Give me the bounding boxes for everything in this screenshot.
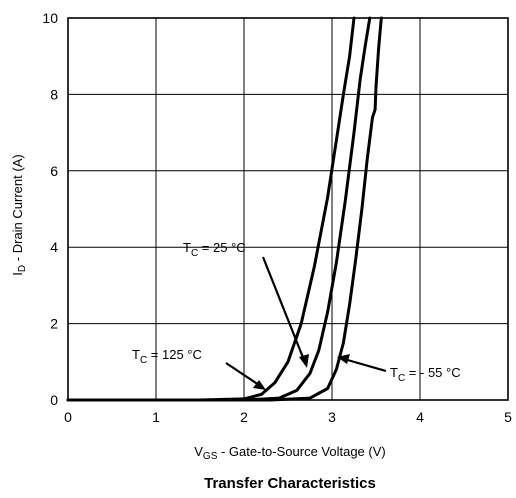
y-axis-label: ID - Drain Current (A) — [10, 154, 28, 275]
x-tick-label: 3 — [328, 409, 336, 425]
x-tick-label: 0 — [64, 409, 72, 425]
y-tick-labels: 0 2 4 6 8 10 — [42, 10, 58, 408]
y-tick-label: 4 — [50, 239, 58, 255]
y-tick-label: 2 — [50, 316, 58, 332]
y-tick-label: 10 — [42, 10, 58, 26]
arrow-25c — [261, 256, 309, 368]
y-tick-label: 8 — [50, 86, 58, 102]
series-label-minus55c: TC = - 55 °C — [390, 365, 461, 384]
series-curves — [66, 16, 383, 402]
arrow-minus55c — [337, 354, 387, 373]
series-label-125c: TC = 125 °C — [132, 347, 202, 366]
grid-lines — [68, 18, 508, 400]
x-tick-labels: 0 1 2 3 4 5 — [64, 409, 512, 425]
x-tick-label: 1 — [152, 409, 160, 425]
x-axis-label: VGS - Gate-to-Source Voltage (V) — [194, 444, 385, 462]
y-tick-label: 6 — [50, 163, 58, 179]
plot-frame — [67, 17, 509, 401]
series-line-0 — [66, 16, 356, 402]
x-tick-label: 2 — [240, 409, 248, 425]
x-tick-label: 5 — [504, 409, 512, 425]
x-tick-label: 4 — [416, 409, 424, 425]
series-label-25c: TC = 25 °C — [183, 240, 246, 259]
y-tick-label: 0 — [50, 392, 58, 408]
chart-title: Transfer Characteristics — [204, 475, 376, 492]
arrow-125c — [225, 362, 266, 390]
series-line-2 — [66, 16, 383, 402]
